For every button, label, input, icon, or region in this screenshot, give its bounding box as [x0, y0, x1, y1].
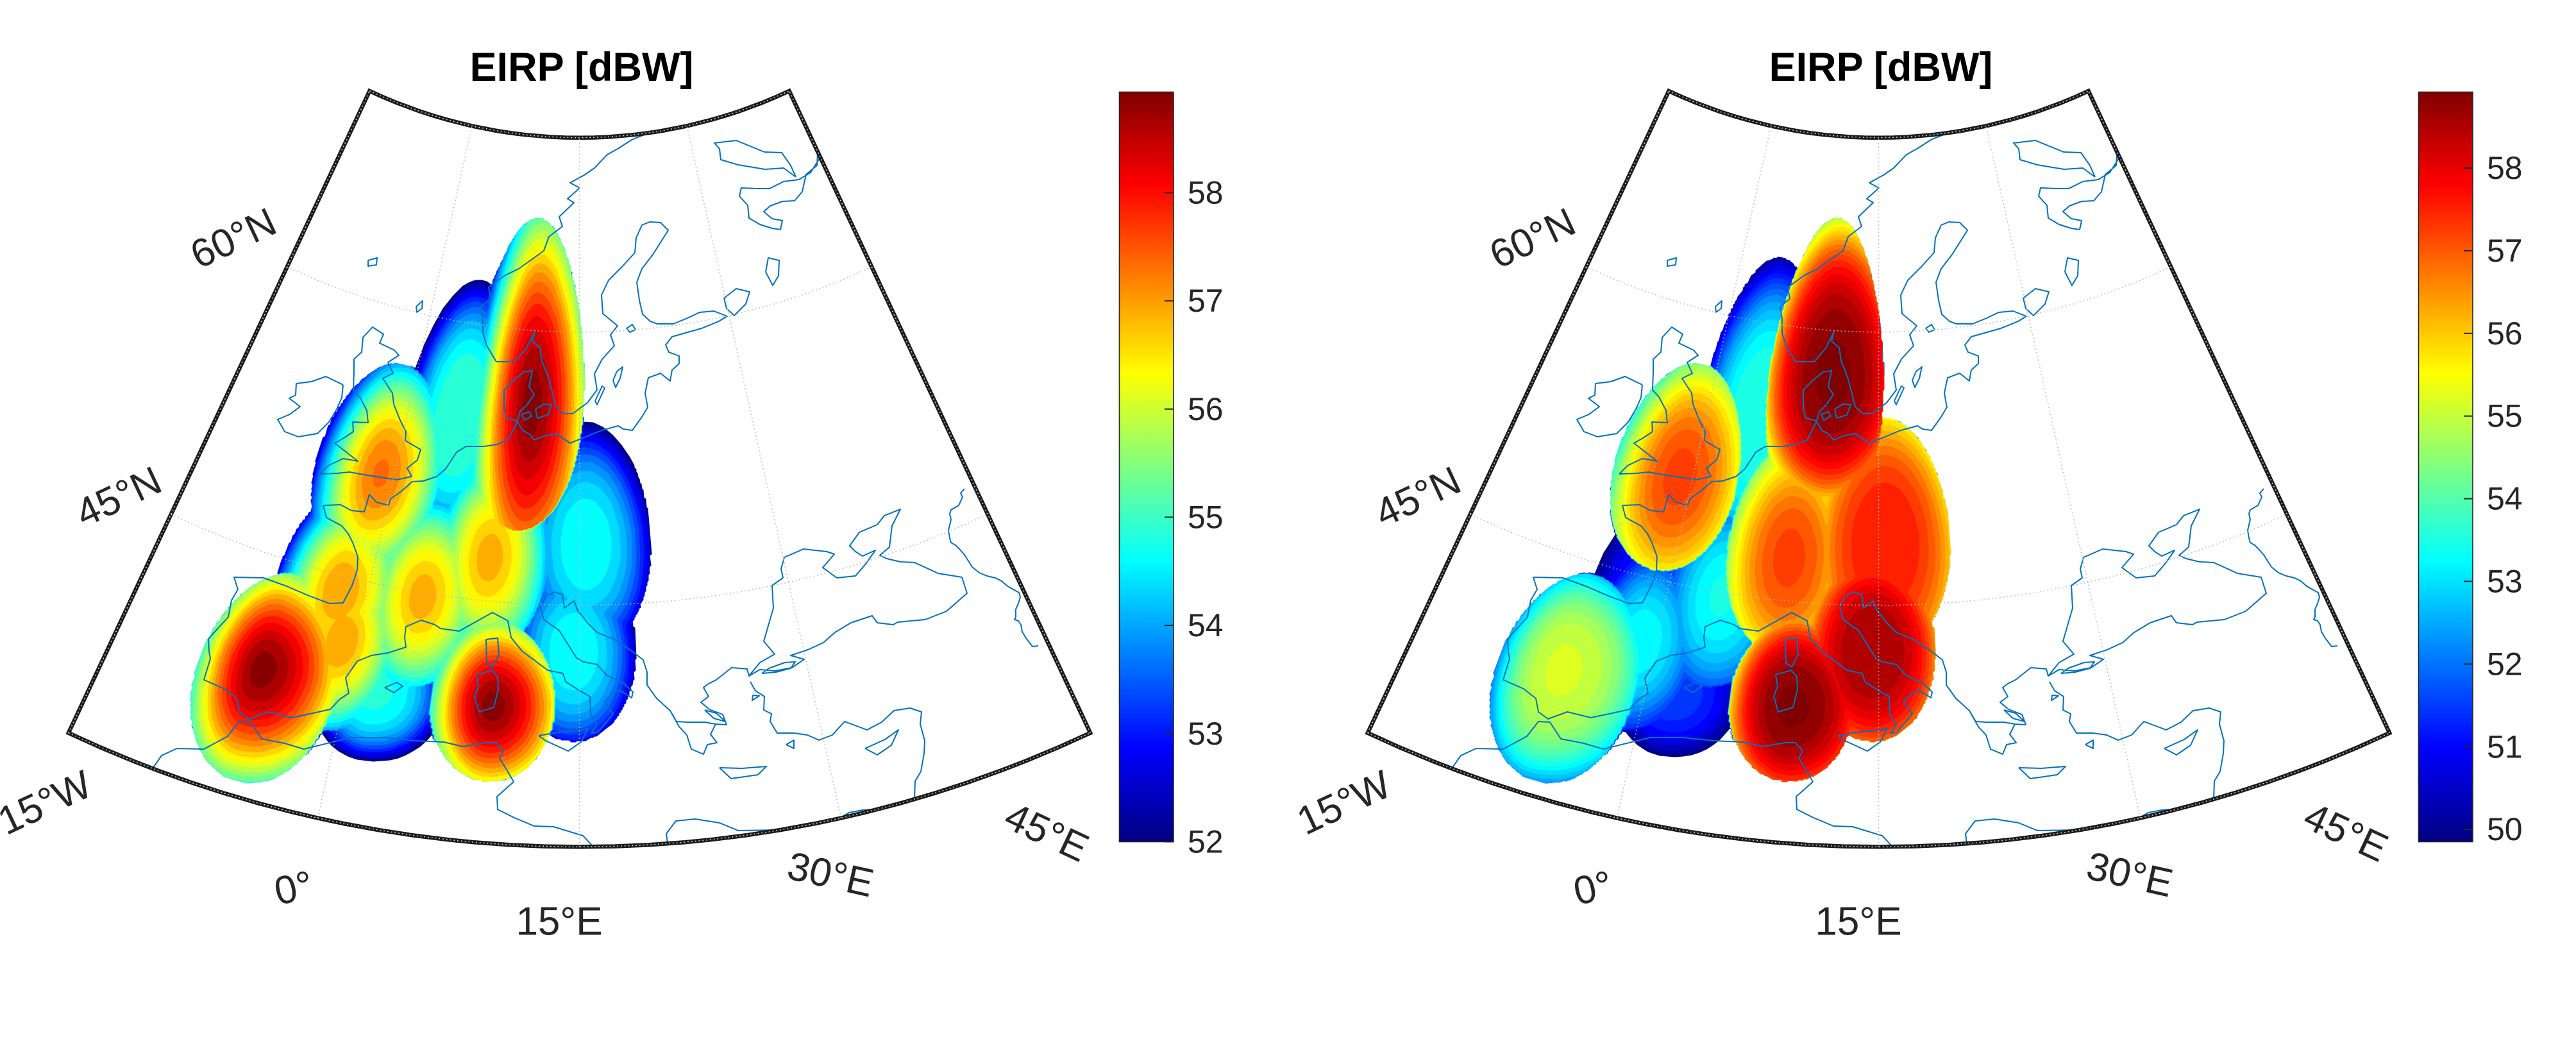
- svg-text:EIRP [dBW]: EIRP [dBW]: [470, 45, 694, 90]
- svg-text:53: 53: [1188, 716, 1224, 752]
- svg-text:57: 57: [2487, 233, 2523, 269]
- svg-text:58: 58: [2487, 150, 2523, 186]
- svg-text:0°: 0°: [271, 863, 317, 914]
- svg-text:EIRP [dBW]: EIRP [dBW]: [1769, 45, 1993, 90]
- svg-text:53: 53: [2487, 564, 2523, 600]
- svg-text:56: 56: [2487, 316, 2523, 351]
- svg-text:58: 58: [1188, 174, 1224, 210]
- svg-text:51: 51: [2487, 729, 2523, 764]
- svg-text:57: 57: [1188, 283, 1224, 319]
- svg-text:15°E: 15°E: [516, 900, 602, 944]
- svg-text:52: 52: [2487, 646, 2523, 682]
- svg-text:0°: 0°: [1570, 863, 1617, 914]
- svg-text:54: 54: [2487, 481, 2523, 517]
- svg-text:55: 55: [2487, 398, 2523, 434]
- svg-text:50: 50: [2487, 811, 2523, 847]
- svg-text:54: 54: [1188, 607, 1224, 643]
- svg-text:15°E: 15°E: [1815, 900, 1901, 944]
- svg-text:55: 55: [1188, 499, 1224, 535]
- svg-text:56: 56: [1188, 391, 1224, 427]
- svg-text:52: 52: [1188, 824, 1224, 860]
